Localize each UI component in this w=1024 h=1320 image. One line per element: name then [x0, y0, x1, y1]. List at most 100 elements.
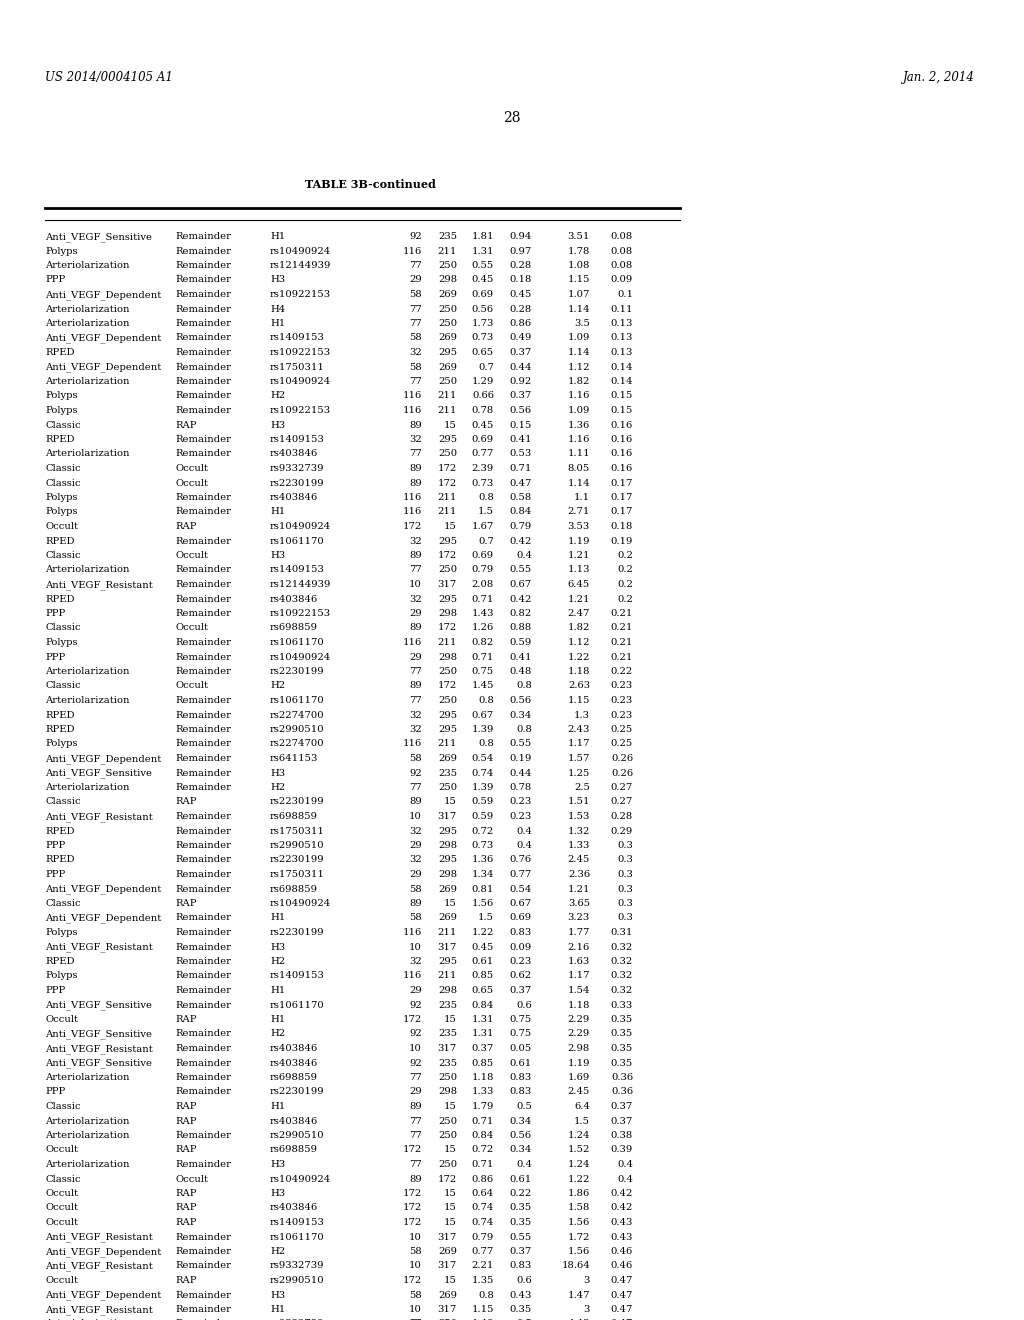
Text: 0.61: 0.61: [472, 957, 494, 966]
Text: 235: 235: [438, 1059, 457, 1068]
Text: Remainder: Remainder: [175, 1044, 231, 1053]
Text: 0.43: 0.43: [510, 1291, 532, 1299]
Text: 0.74: 0.74: [472, 768, 494, 777]
Text: 1.32: 1.32: [567, 826, 590, 836]
Text: H3: H3: [270, 276, 285, 285]
Text: 1.21: 1.21: [567, 884, 590, 894]
Text: 0.32: 0.32: [610, 957, 633, 966]
Text: 1.63: 1.63: [567, 957, 590, 966]
Text: 58: 58: [410, 1247, 422, 1257]
Text: 0.73: 0.73: [472, 334, 494, 342]
Text: Classic: Classic: [45, 465, 81, 473]
Text: 29: 29: [410, 986, 422, 995]
Text: 0.69: 0.69: [472, 550, 494, 560]
Text: 1.19: 1.19: [567, 536, 590, 545]
Text: 0.49: 0.49: [510, 334, 532, 342]
Text: Remainder: Remainder: [175, 1131, 231, 1140]
Text: 0.39: 0.39: [610, 1146, 633, 1155]
Text: 0.18: 0.18: [610, 521, 633, 531]
Text: H1: H1: [270, 1305, 286, 1313]
Text: 2.21: 2.21: [472, 1262, 494, 1270]
Text: 0.37: 0.37: [510, 1247, 532, 1257]
Text: RPED: RPED: [45, 348, 75, 356]
Text: 0.64: 0.64: [472, 1189, 494, 1199]
Text: 250: 250: [438, 1160, 457, 1170]
Text: 77: 77: [410, 319, 422, 327]
Text: rs10490924: rs10490924: [270, 652, 331, 661]
Text: rs403846: rs403846: [270, 1059, 318, 1068]
Text: 0.09: 0.09: [510, 942, 532, 952]
Text: Remainder: Remainder: [175, 276, 231, 285]
Text: 0.43: 0.43: [610, 1233, 633, 1242]
Text: Remainder: Remainder: [175, 870, 231, 879]
Text: Polyps: Polyps: [45, 392, 78, 400]
Text: Occult: Occult: [45, 1204, 78, 1213]
Text: 0.3: 0.3: [617, 899, 633, 908]
Text: 0.56: 0.56: [510, 696, 532, 705]
Text: H3: H3: [270, 942, 285, 952]
Text: 0.61: 0.61: [510, 1059, 532, 1068]
Text: 0.4: 0.4: [516, 1160, 532, 1170]
Text: 58: 58: [410, 290, 422, 300]
Text: 15: 15: [444, 521, 457, 531]
Text: 0.25: 0.25: [610, 725, 633, 734]
Text: 0.14: 0.14: [610, 378, 633, 385]
Text: rs1061170: rs1061170: [270, 696, 325, 705]
Text: rs1409153: rs1409153: [270, 972, 325, 981]
Text: 0.78: 0.78: [472, 407, 494, 414]
Text: 2.43: 2.43: [567, 725, 590, 734]
Text: 32: 32: [410, 855, 422, 865]
Text: 29: 29: [410, 870, 422, 879]
Text: Anti_VEGF_Dependent: Anti_VEGF_Dependent: [45, 290, 161, 300]
Text: rs2274700: rs2274700: [270, 710, 325, 719]
Text: Polyps: Polyps: [45, 407, 78, 414]
Text: RPED: RPED: [45, 826, 75, 836]
Text: rs403846: rs403846: [270, 450, 318, 458]
Text: rs10490924: rs10490924: [270, 378, 331, 385]
Text: 1.53: 1.53: [567, 812, 590, 821]
Text: PPP: PPP: [45, 841, 66, 850]
Text: 116: 116: [402, 972, 422, 981]
Text: 89: 89: [410, 1102, 422, 1111]
Text: Polyps: Polyps: [45, 247, 78, 256]
Text: 1.51: 1.51: [567, 797, 590, 807]
Text: 298: 298: [438, 1088, 457, 1097]
Text: H1: H1: [270, 986, 286, 995]
Text: 0.23: 0.23: [610, 710, 633, 719]
Text: Remainder: Remainder: [175, 928, 231, 937]
Text: 1.14: 1.14: [567, 305, 590, 314]
Text: H1: H1: [270, 232, 286, 242]
Text: 1.14: 1.14: [567, 479, 590, 487]
Text: Anti_VEGF_Sensitive: Anti_VEGF_Sensitive: [45, 768, 152, 779]
Text: 3.51: 3.51: [567, 232, 590, 242]
Text: Arteriolarization: Arteriolarization: [45, 696, 129, 705]
Text: 0.4: 0.4: [516, 826, 532, 836]
Text: 0.37: 0.37: [510, 392, 532, 400]
Text: 89: 89: [410, 550, 422, 560]
Text: rs403846: rs403846: [270, 594, 318, 603]
Text: 0.2: 0.2: [617, 565, 633, 574]
Text: 1.18: 1.18: [567, 667, 590, 676]
Text: 28: 28: [503, 111, 521, 125]
Text: 3: 3: [584, 1305, 590, 1313]
Text: 0.1: 0.1: [617, 290, 633, 300]
Text: 0.35: 0.35: [610, 1030, 633, 1039]
Text: 3.5: 3.5: [574, 319, 590, 327]
Text: 0.78: 0.78: [510, 783, 532, 792]
Text: Classic: Classic: [45, 1102, 81, 1111]
Text: 0.41: 0.41: [510, 436, 532, 444]
Text: Remainder: Remainder: [175, 942, 231, 952]
Text: 89: 89: [410, 899, 422, 908]
Text: Remainder: Remainder: [175, 884, 231, 894]
Text: 0.85: 0.85: [472, 972, 494, 981]
Text: 15: 15: [444, 1204, 457, 1213]
Text: rs698859: rs698859: [270, 1146, 318, 1155]
Text: 211: 211: [437, 407, 457, 414]
Text: 1.36: 1.36: [472, 855, 494, 865]
Text: 0.47: 0.47: [510, 479, 532, 487]
Text: 1.33: 1.33: [567, 841, 590, 850]
Text: 2.45: 2.45: [567, 1088, 590, 1097]
Text: 2.71: 2.71: [567, 507, 590, 516]
Text: 1.5: 1.5: [478, 507, 494, 516]
Text: 3.65: 3.65: [568, 899, 590, 908]
